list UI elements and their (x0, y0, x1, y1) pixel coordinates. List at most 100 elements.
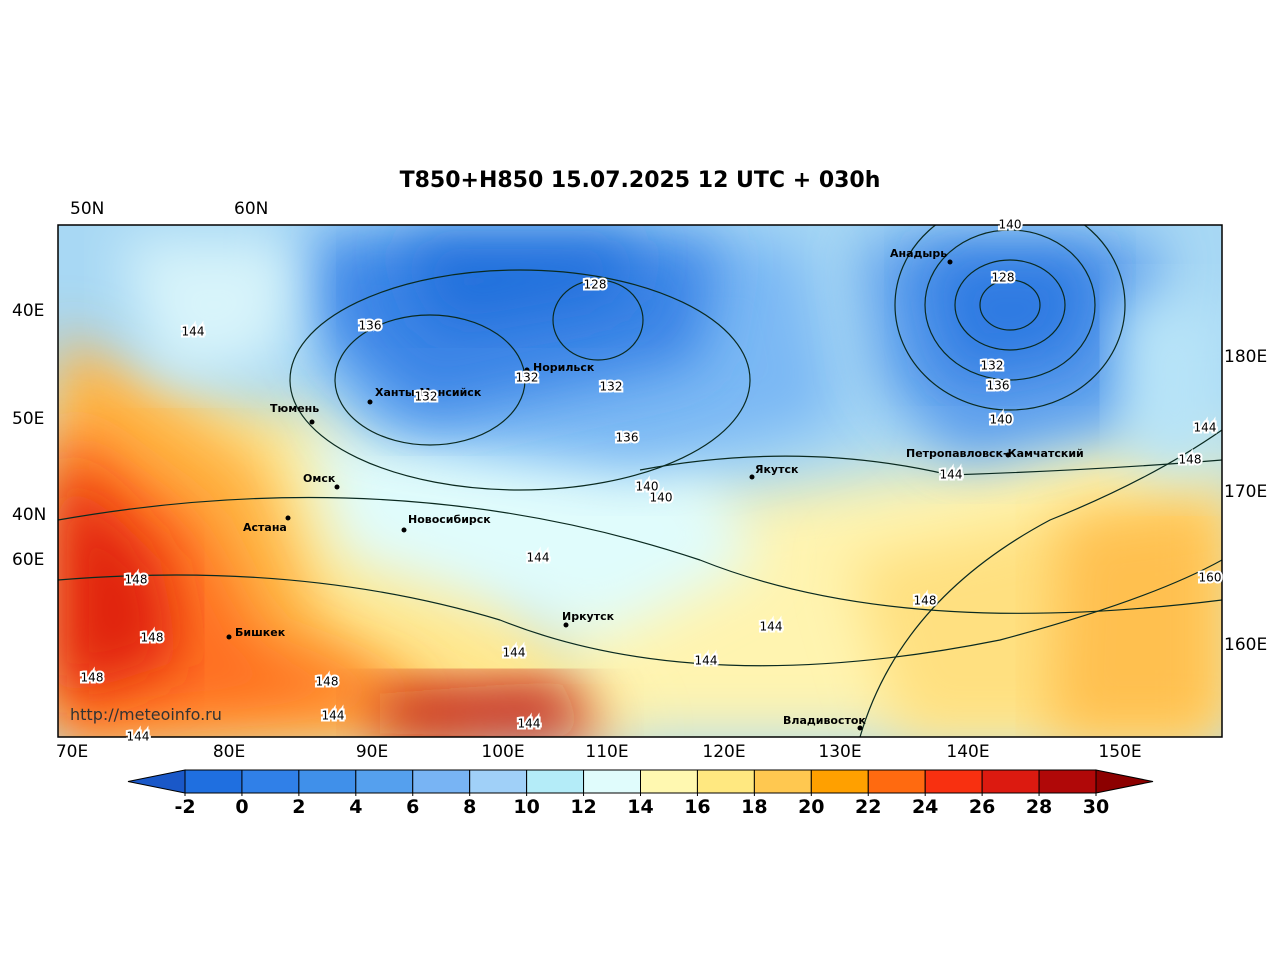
city-dot (1005, 452, 1011, 458)
edge-label: 160E (1224, 635, 1267, 655)
lon-label: 150E (1098, 742, 1141, 762)
temperature-field (380, 680, 600, 737)
contour-label: 128 (992, 271, 1015, 285)
map-title: T850+H850 15.07.2025 12 UTC + 030h (400, 168, 881, 193)
colorbar-segment (583, 769, 641, 794)
contour-label: 140 (999, 218, 1022, 232)
city-label: Анадырь (890, 247, 947, 260)
temperature-field (1120, 300, 1222, 480)
city-dot (401, 527, 407, 533)
colorbar-tick-label: 4 (349, 796, 362, 818)
colorbar-segment (412, 769, 471, 794)
contour-line (954, 259, 1066, 351)
contour-label: 144 (940, 468, 963, 482)
city-label: Тюмень (270, 402, 319, 415)
contour-label: 136 (987, 379, 1010, 393)
contour-label: 148 (914, 594, 937, 608)
contour-line (289, 269, 751, 491)
contour-label: 128 (584, 278, 607, 292)
city-label: Ханты-Мансийск (375, 386, 482, 399)
colorbar-tick-label: 28 (1026, 796, 1052, 818)
colorbar-segment (526, 769, 585, 794)
city-dot (285, 515, 291, 521)
city-dot (309, 419, 315, 425)
city-label: Владивосток (783, 714, 866, 727)
lon-label: 140E (946, 742, 989, 762)
contour-label: 148 (125, 573, 148, 587)
lon-label: 80E (213, 742, 245, 762)
colorbar-segment (640, 769, 698, 794)
colorbar-segment (1038, 769, 1097, 794)
edge-label: 60E (12, 550, 44, 570)
colorbar-tick-label: 6 (406, 796, 419, 818)
colorbar-tick-label: 22 (855, 796, 881, 818)
contour-line (979, 279, 1041, 331)
lon-label: 120E (702, 742, 745, 762)
contour-label: 144 (182, 325, 205, 339)
contour-line (58, 559, 1222, 667)
colorbar-segment (298, 769, 357, 794)
colorbar-tick-label: 8 (463, 796, 476, 818)
city-dot (367, 399, 373, 405)
contour-line (924, 229, 1096, 381)
contour-label: 144 (1194, 421, 1217, 435)
contour-label: 148 (1179, 453, 1202, 467)
colorbar-tick-label: -2 (174, 796, 195, 818)
labels: 50N 60N 40E 50E 40N 60E 180E 170E 160E 70E 80E 90E 1… (12, 199, 1267, 762)
city-dot (749, 474, 755, 480)
city-label: Бишкек (235, 626, 286, 639)
map-frame (57, 224, 1223, 738)
colorbar-tick-label: 30 (1083, 796, 1109, 818)
colorbar-segment (867, 769, 926, 794)
colorbar-tick-label: 16 (684, 796, 710, 818)
temperature-field (58, 460, 180, 700)
city-dot (563, 622, 569, 628)
contour-label: 148 (81, 671, 104, 685)
contour-label: 144 (322, 709, 345, 723)
edge-label: 40E (12, 301, 44, 321)
temperature-field (300, 420, 760, 640)
colorbar-segment (241, 769, 300, 794)
colorbar-segment (355, 769, 414, 794)
contour-label: 148 (141, 631, 164, 645)
city-dot (524, 367, 530, 373)
contour-label: 144 (527, 551, 550, 565)
colorbar-tick-label: 18 (741, 796, 767, 818)
city-label: Астана (243, 521, 287, 534)
contour-line (894, 225, 1126, 411)
colorbar-segment (696, 769, 755, 794)
contour-label: 144 (695, 654, 718, 668)
colorbar-tick-label: 14 (627, 796, 653, 818)
contour-line (58, 496, 1222, 614)
map-area (58, 225, 1222, 737)
contour-label: 144 (127, 730, 150, 744)
colorbar-segment (753, 769, 812, 794)
city-label: Омск (303, 472, 336, 485)
colorbar-tick-label: 12 (570, 796, 596, 818)
lon-label: 70E (56, 742, 88, 762)
contour-line (334, 314, 526, 446)
temperature-field (400, 240, 640, 330)
lat-label: 50N (70, 199, 104, 219)
city-label: Новосибирск (408, 513, 491, 526)
city-dot (334, 484, 340, 490)
lon-label: 90E (356, 742, 388, 762)
contour-label: 136 (616, 431, 639, 445)
edge-label: 40N (12, 505, 46, 525)
contour-label: 132 (981, 359, 1004, 373)
lon-label: 100E (481, 742, 524, 762)
edge-label: 180E (1224, 347, 1267, 367)
contour-label: 144 (518, 717, 541, 731)
colorbar-segment (981, 769, 1040, 794)
edge-label: 50E (12, 409, 44, 429)
edge-label: 170E (1224, 482, 1267, 502)
contour-label: 136 (359, 319, 382, 333)
colorbar-tick-label: 2 (292, 796, 305, 818)
temperature-field (920, 250, 1100, 380)
contour-label: 144 (503, 646, 526, 660)
contour-label: 140 (650, 491, 673, 505)
colorbar-tick-label: 24 (912, 796, 938, 818)
colorbar: -2 0 2 4 6 8 10 12 14 16 18 20 22 24 26 28 30 (127, 769, 1154, 818)
temperature-field (120, 240, 300, 380)
